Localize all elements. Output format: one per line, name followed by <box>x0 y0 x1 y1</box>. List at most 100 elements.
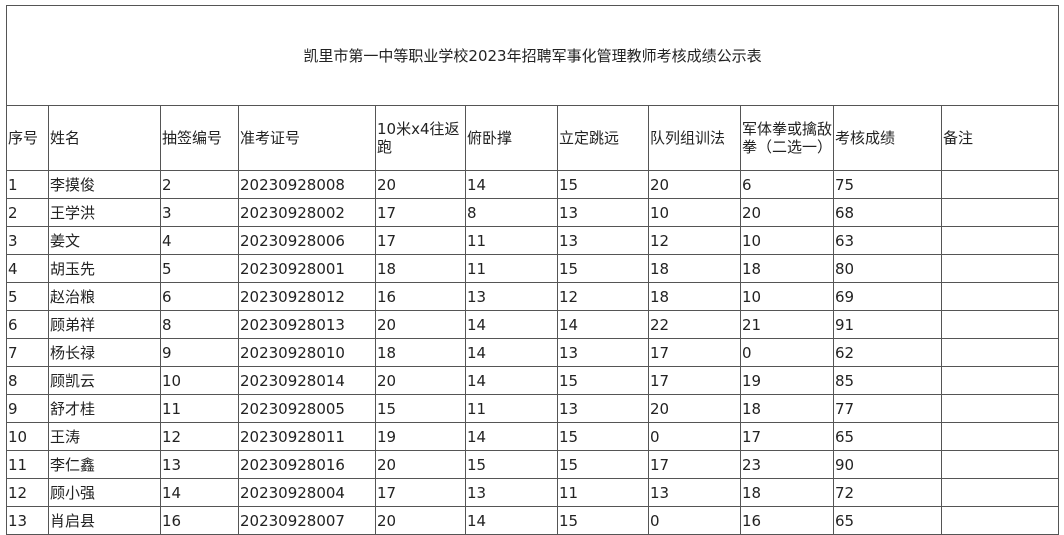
empty-cell <box>940 422 1060 451</box>
data-cell: 12 <box>6 478 49 507</box>
data-cell: 2 <box>6 198 49 227</box>
data-row: 6 顾弟祥 8 20230928013 20 14 14 22 21 91 <box>6 310 1060 339</box>
data-cell: 17 <box>648 366 741 395</box>
data-cell: 18 <box>740 254 834 283</box>
data-cell: 75 <box>833 170 942 199</box>
data-row: 5 赵治粮 6 20230928012 16 13 12 18 10 69 <box>6 282 1060 311</box>
data-cell: 12 <box>557 282 649 311</box>
data-cell: 72 <box>833 478 942 507</box>
header-cell: 俯卧撑 <box>465 105 558 171</box>
data-cell: 李仁鑫 <box>48 450 161 479</box>
data-row: 7 杨长禄 9 20230928010 18 14 13 17 0 62 <box>6 338 1060 367</box>
data-cell: 14 <box>465 310 558 339</box>
data-cell: 6 <box>6 310 49 339</box>
data-cell: 12 <box>160 422 239 451</box>
data-cell: 15 <box>557 422 649 451</box>
data-cell: 16 <box>740 506 834 535</box>
header-cell: 序号 <box>6 105 49 171</box>
data-cell: 王学洪 <box>48 198 161 227</box>
data-cell: 18 <box>375 254 466 283</box>
data-row: 11 李仁鑫 13 20230928016 20 15 15 17 23 90 <box>6 450 1060 479</box>
data-cell: 20230928001 <box>238 254 376 283</box>
data-cell: 14 <box>465 422 558 451</box>
data-cell: 15 <box>465 450 558 479</box>
data-cell: 14 <box>160 478 239 507</box>
data-cell: 20 <box>375 506 466 535</box>
data-cell: 23 <box>740 450 834 479</box>
data-cell: 20230928012 <box>238 282 376 311</box>
data-cell: 18 <box>648 282 741 311</box>
data-row: 10 王涛 12 20230928011 19 14 15 0 17 65 <box>6 422 1060 451</box>
data-cell: 5 <box>160 254 239 283</box>
data-cell: 10 <box>740 282 834 311</box>
data-row: 2 王学洪 3 20230928002 17 8 13 10 20 68 <box>6 198 1060 227</box>
data-cell: 0 <box>648 506 741 535</box>
data-row: 1 李摸俊 2 20230928008 20 14 15 20 6 75 <box>6 170 1060 199</box>
data-cell: 17 <box>740 422 834 451</box>
data-cell: 20 <box>648 170 741 199</box>
table-title: 凯里市第一中等职业学校2023年招聘军事化管理教师考核成绩公示表 <box>5 5 1060 106</box>
data-cell: 8 <box>160 310 239 339</box>
data-cell: 15 <box>557 506 649 535</box>
data-cell: 王涛 <box>48 422 161 451</box>
data-cell: 7 <box>6 338 49 367</box>
data-row: 4 胡玉先 5 20230928001 18 11 15 18 18 80 <box>6 254 1060 283</box>
data-cell: 19 <box>375 422 466 451</box>
data-cell: 20230928008 <box>238 170 376 199</box>
header-cell: 姓名 <box>48 105 161 171</box>
data-cell: 15 <box>557 450 649 479</box>
data-cell: 3 <box>160 198 239 227</box>
empty-cell <box>940 450 1060 479</box>
data-cell: 65 <box>833 422 942 451</box>
data-cell: 10 <box>648 198 741 227</box>
empty-cell <box>940 310 1060 339</box>
data-cell: 17 <box>375 226 466 255</box>
data-cell: 16 <box>160 506 239 535</box>
data-cell: 胡玉先 <box>48 254 161 283</box>
data-cell: 13 <box>648 478 741 507</box>
data-cell: 20230928004 <box>238 478 376 507</box>
data-row: 8 顾凯云 10 20230928014 20 14 15 17 19 85 <box>6 366 1060 395</box>
data-cell: 14 <box>557 310 649 339</box>
data-cell: 63 <box>833 226 942 255</box>
data-cell: 16 <box>375 282 466 311</box>
data-cell: 13 <box>465 282 558 311</box>
empty-cell <box>940 254 1060 283</box>
data-cell: 肖启县 <box>48 506 161 535</box>
header-cell: 备注 <box>940 105 1060 171</box>
empty-cell <box>940 506 1060 535</box>
data-cell: 18 <box>740 394 834 423</box>
data-cell: 14 <box>465 366 558 395</box>
data-cell: 12 <box>648 226 741 255</box>
data-cell: 80 <box>833 254 942 283</box>
data-cell: 19 <box>740 366 834 395</box>
data-cell: 4 <box>160 226 239 255</box>
data-cell: 13 <box>160 450 239 479</box>
data-cell: 20230928005 <box>238 394 376 423</box>
data-cell: 10 <box>6 422 49 451</box>
data-cell: 13 <box>557 394 649 423</box>
empty-cell <box>940 366 1060 395</box>
data-cell: 20 <box>375 366 466 395</box>
data-cell: 0 <box>648 422 741 451</box>
data-cell: 15 <box>375 394 466 423</box>
data-cell: 17 <box>648 338 741 367</box>
empty-cell <box>940 198 1060 227</box>
data-cell: 13 <box>465 478 558 507</box>
data-row: 12 顾小强 14 20230928004 17 13 11 13 18 72 <box>6 478 1060 507</box>
data-cell: 顾凯云 <box>48 366 161 395</box>
data-cell: 20230928013 <box>238 310 376 339</box>
data-cell: 14 <box>465 506 558 535</box>
data-cell: 13 <box>557 338 649 367</box>
score-table: 凯里市第一中等职业学校2023年招聘军事化管理教师考核成绩公示表 序号 姓名 抽签编… <box>5 5 1060 535</box>
data-cell: 20230928014 <box>238 366 376 395</box>
header-cell: 抽签编号 <box>160 105 239 171</box>
data-cell: 21 <box>740 310 834 339</box>
header-cell: 军体拳或擒敌拳（二选一） <box>740 105 834 171</box>
data-cell: 9 <box>6 394 49 423</box>
data-cell: 11 <box>465 226 558 255</box>
data-cell: 3 <box>6 226 49 255</box>
data-cell: 20230928007 <box>238 506 376 535</box>
data-cell: 0 <box>740 338 834 367</box>
empty-cell <box>940 170 1060 199</box>
